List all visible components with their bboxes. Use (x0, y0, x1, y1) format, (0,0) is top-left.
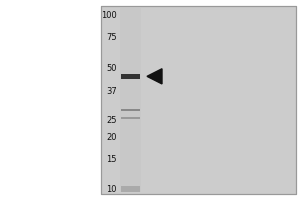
Text: 25: 25 (106, 116, 117, 125)
Bar (120, 8, 141, 192)
Text: 20: 20 (106, 133, 117, 142)
Bar (121, 186, 140, 192)
Text: 100: 100 (101, 11, 117, 21)
Text: 75: 75 (106, 33, 117, 42)
Bar (121, 74, 140, 79)
Text: 50: 50 (106, 64, 117, 73)
Bar (100, 6, 296, 194)
Bar (121, 109, 140, 111)
Text: 37: 37 (106, 87, 117, 96)
Polygon shape (147, 69, 162, 84)
Text: 15: 15 (106, 155, 117, 164)
Bar (121, 117, 140, 119)
Bar (100, 6, 296, 194)
Text: 10: 10 (106, 186, 117, 194)
